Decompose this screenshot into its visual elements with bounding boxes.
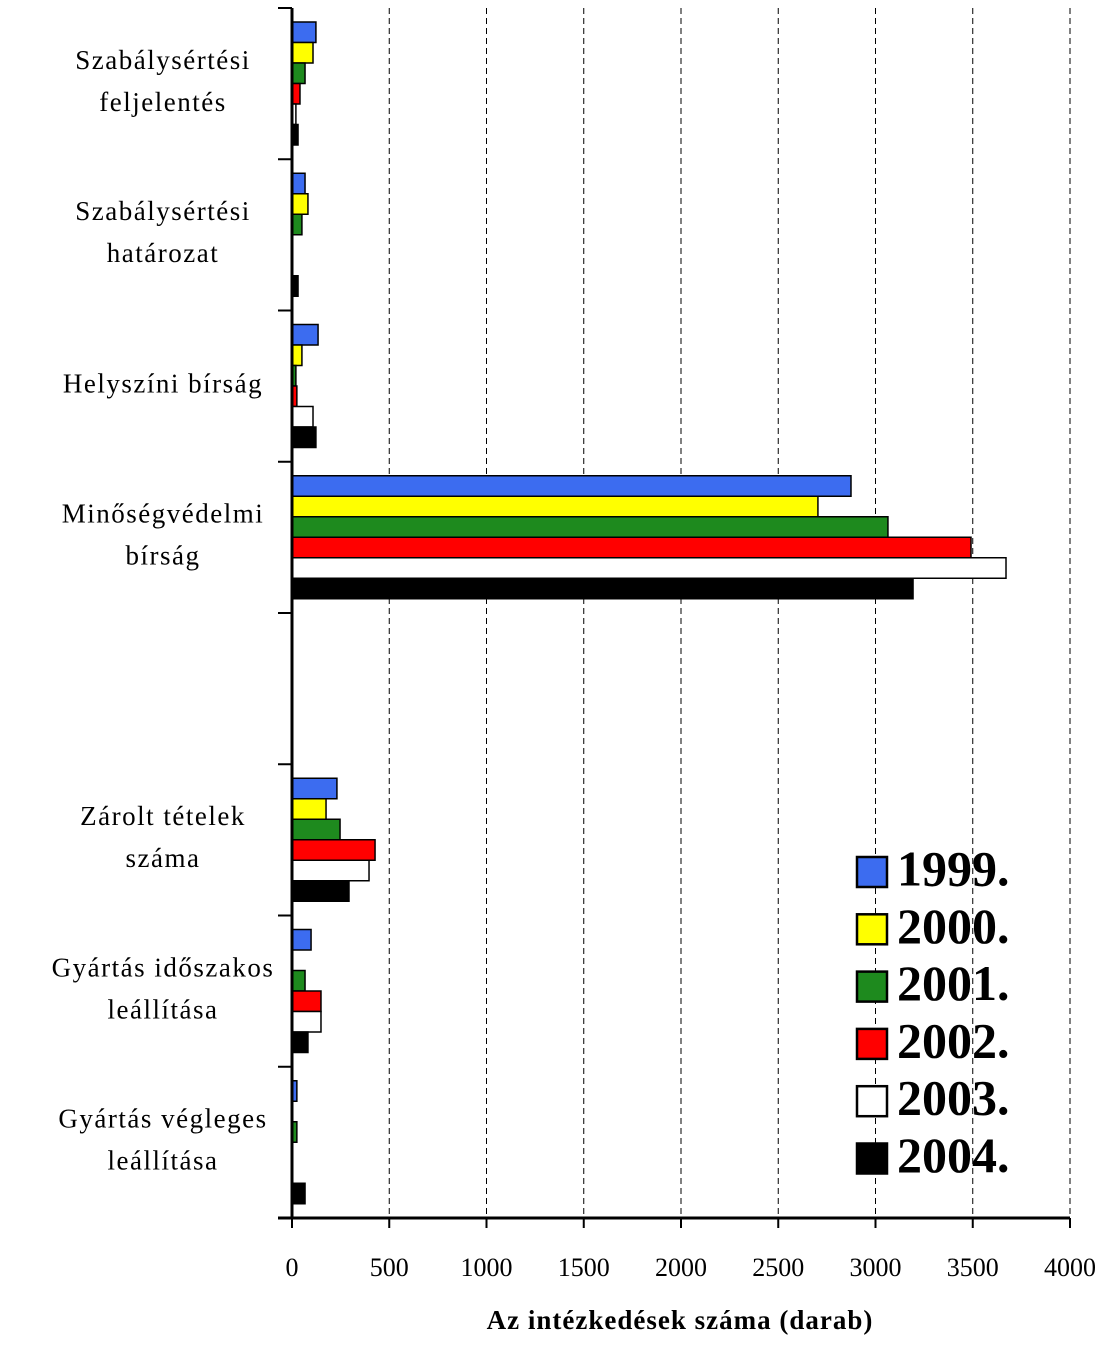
bar [291, 798, 327, 820]
legend-label: 2001. [897, 955, 1010, 1011]
legend-label: 2003. [897, 1070, 1010, 1126]
bar [291, 1031, 309, 1054]
bar [291, 193, 309, 215]
legend-label: 2004. [897, 1127, 1010, 1183]
category-label: feljelentés [99, 87, 226, 117]
category-label: határozat [107, 238, 219, 268]
x-tick-label: 2500 [752, 1253, 804, 1282]
category-label: Szabálysértési [75, 196, 250, 226]
bar [291, 818, 341, 841]
bar [291, 990, 322, 1013]
category-label: bírság [126, 541, 201, 571]
category-label: Szabálysértési [75, 45, 250, 75]
category-label: Minőségvédelmi [62, 499, 264, 529]
bar [291, 62, 306, 85]
bar [291, 426, 317, 449]
bar [291, 880, 350, 902]
category-label: Zárolt tételek [80, 801, 246, 831]
category-label: Gyártás időszakos [52, 952, 275, 982]
x-tick-label: 3000 [850, 1253, 902, 1282]
bar [291, 405, 314, 428]
x-tick-label: 1000 [461, 1253, 513, 1282]
bar [291, 969, 306, 992]
x-tick-label: 4000 [1044, 1253, 1096, 1282]
legend-swatch [855, 970, 889, 1003]
x-tick-label: 0 [286, 1253, 299, 1282]
category-label: Helyszíni bírság [63, 368, 263, 398]
bar [291, 577, 914, 600]
category-label: leállítása [108, 994, 219, 1024]
bar [291, 1010, 322, 1033]
category-label: száma [126, 843, 201, 873]
bar [291, 172, 306, 195]
bar [291, 21, 317, 44]
category-label: Gyártás végleges [58, 1104, 267, 1134]
x-tick-label: 1500 [558, 1253, 610, 1282]
bar [291, 777, 338, 800]
bar [291, 557, 1007, 579]
bar [291, 928, 312, 951]
legend-label: 1999. [897, 840, 1010, 896]
legend-label: 2002. [897, 1012, 1010, 1068]
x-tick-label: 500 [370, 1253, 409, 1282]
legend-label: 2000. [897, 898, 1010, 954]
bar [291, 839, 376, 861]
bar [291, 41, 314, 64]
bar [291, 495, 819, 518]
bar [291, 536, 972, 559]
bar [291, 475, 852, 497]
bar [291, 323, 319, 346]
bar [291, 859, 370, 882]
x-tick-label: 2000 [655, 1253, 707, 1282]
legend-swatch [855, 1027, 889, 1061]
bar [291, 1182, 306, 1205]
x-tick-label: 3500 [947, 1253, 999, 1282]
x-axis-label: Az intézkedések száma (darab) [487, 1305, 874, 1335]
legend-swatch [855, 913, 889, 946]
legend-swatch [855, 1142, 889, 1175]
legend-swatch [855, 1084, 889, 1118]
bar [291, 516, 889, 538]
category-label: leállítása [108, 1146, 219, 1176]
legend-swatch [855, 855, 889, 889]
